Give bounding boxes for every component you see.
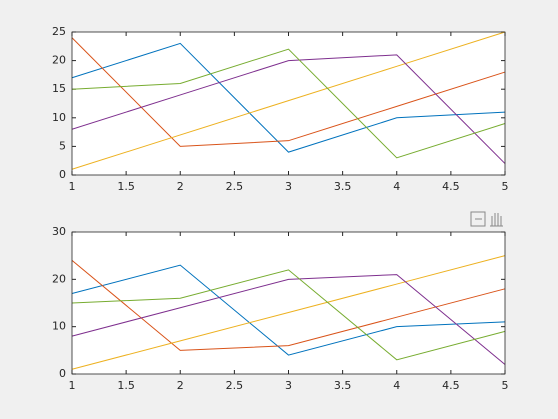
data-line xyxy=(71,255,506,370)
y-tick-label: 10 xyxy=(52,111,66,124)
data-line xyxy=(71,269,506,361)
y-tick-label: 10 xyxy=(52,320,66,333)
y-tick-label: 25 xyxy=(52,25,66,38)
data-line xyxy=(71,264,506,356)
axes-box xyxy=(71,231,506,375)
x-tick-label: 1.5 xyxy=(117,379,135,392)
data-line xyxy=(71,260,506,351)
x-tick-label: 4.5 xyxy=(442,379,460,392)
y-tick-label: 30 xyxy=(52,225,66,238)
data-line xyxy=(71,37,506,147)
x-tick-label: 4 xyxy=(393,379,400,392)
x-tick-label: 3.5 xyxy=(334,180,352,193)
x-tick-label: 2 xyxy=(177,379,184,392)
x-tick-label: 4 xyxy=(393,180,400,193)
x-tick-label: 2 xyxy=(177,180,184,193)
y-tick-label: 5 xyxy=(59,139,66,152)
axes-toolbar[interactable] xyxy=(470,211,503,227)
x-tick-label: 3 xyxy=(285,180,292,193)
axes-box xyxy=(71,31,506,176)
data-tip-icon[interactable] xyxy=(470,211,486,227)
x-tick-label: 1.5 xyxy=(117,180,135,193)
x-tick-label: 4.5 xyxy=(442,180,460,193)
y-tick-label: 20 xyxy=(52,272,66,285)
x-tick-label: 5 xyxy=(502,180,509,193)
data-line xyxy=(71,42,506,153)
x-tick-label: 3.5 xyxy=(334,379,352,392)
data-line xyxy=(71,274,506,365)
data-line xyxy=(71,54,506,164)
y-tick-label: 0 xyxy=(59,168,66,181)
data-line xyxy=(71,48,506,159)
y-tick-label: 15 xyxy=(52,82,66,95)
y-tick-label: 20 xyxy=(52,54,66,67)
x-tick-label: 5 xyxy=(502,379,509,392)
axes-background xyxy=(72,32,505,175)
pan-icon[interactable] xyxy=(490,213,503,227)
data-line xyxy=(71,31,506,170)
x-tick-label: 2.5 xyxy=(226,379,244,392)
y-tick-label: 0 xyxy=(59,367,66,380)
x-tick-label: 1 xyxy=(69,180,76,193)
x-tick-label: 2.5 xyxy=(226,180,244,193)
x-tick-label: 3 xyxy=(285,379,292,392)
x-tick-label: 1 xyxy=(69,379,76,392)
